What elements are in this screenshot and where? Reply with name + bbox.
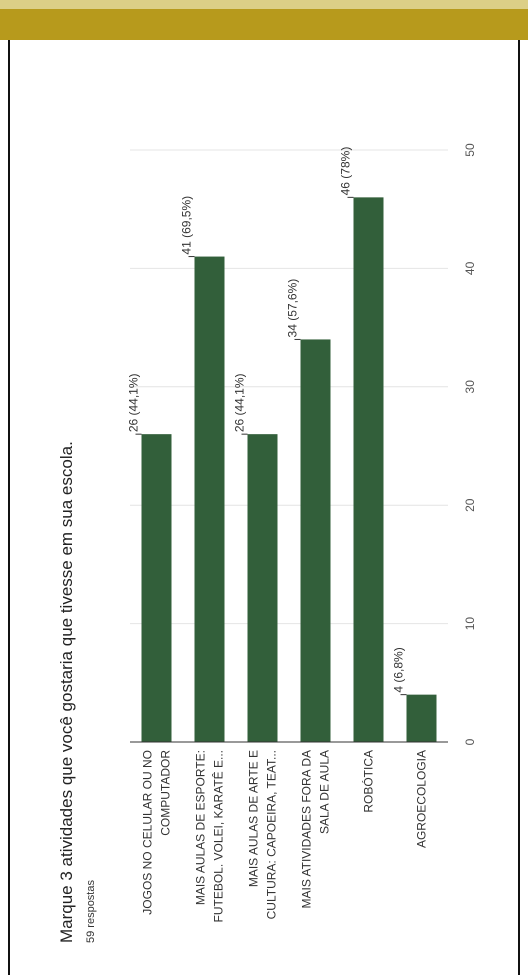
data-label: 46 (78%) [339, 147, 353, 196]
x-tick-label: 0 [463, 738, 477, 745]
bar [141, 434, 172, 742]
category-label: COMPUTADOR [159, 750, 173, 836]
data-label: 41 (69,5%) [180, 196, 194, 255]
category-label: MAIS AULAS DE ESPORTE: [194, 750, 208, 905]
x-tick-label: 20 [463, 498, 477, 512]
category-label: MAIS AULAS DE ARTE E [247, 750, 261, 887]
category-label: CULTURA: CAPOEIRA, TEAT... [265, 750, 279, 919]
category-label: MAIS ATIVIDADES FORA DA [300, 750, 314, 908]
category-label: ROBÓTICA [361, 750, 376, 813]
x-tick-label: 30 [463, 380, 477, 394]
grid [130, 149, 448, 625]
category-label: SALA DE AULA [318, 750, 332, 834]
data-label: 4 (6,8%) [392, 647, 406, 692]
x-tick-label: 10 [463, 617, 477, 631]
data-label: 26 (44,1%) [233, 373, 247, 432]
x-tick-label: 40 [463, 261, 477, 275]
data-label: 26 (44,1%) [127, 373, 141, 432]
data-label: 34 (57,6%) [286, 279, 300, 338]
bar [406, 694, 437, 742]
x-tick-label: 50 [463, 143, 477, 157]
bar [353, 197, 384, 742]
chart-subtitle: 59 respostas [85, 880, 97, 943]
x-axis: 0 10 20 30 40 50 [463, 143, 477, 745]
bar [300, 339, 331, 742]
header-stripe [0, 0, 528, 9]
category-labels: JOGOS NO CELULAR OU NO COMPUTADOR MAIS AUL… [141, 750, 429, 923]
chart: Marque 3 atividades que você gostaria qu… [57, 143, 477, 943]
chart-frame: Marque 3 atividades que você gostaria qu… [8, 40, 520, 975]
category-label: AGROECOLOGIA [415, 750, 429, 848]
chart-title: Marque 3 atividades que você gostaria qu… [57, 441, 76, 943]
bars: 26 (44,1%) 41 (69,5%) 26 (44,1%) 34 (57,6%)… [127, 147, 437, 742]
bar [247, 434, 278, 742]
category-label: FUTEBOL. VOLEI, KARATÊ E... [211, 750, 226, 923]
bar [194, 256, 225, 742]
category-label: JOGOS NO CELULAR OU NO [141, 750, 155, 915]
header-band [0, 0, 528, 40]
